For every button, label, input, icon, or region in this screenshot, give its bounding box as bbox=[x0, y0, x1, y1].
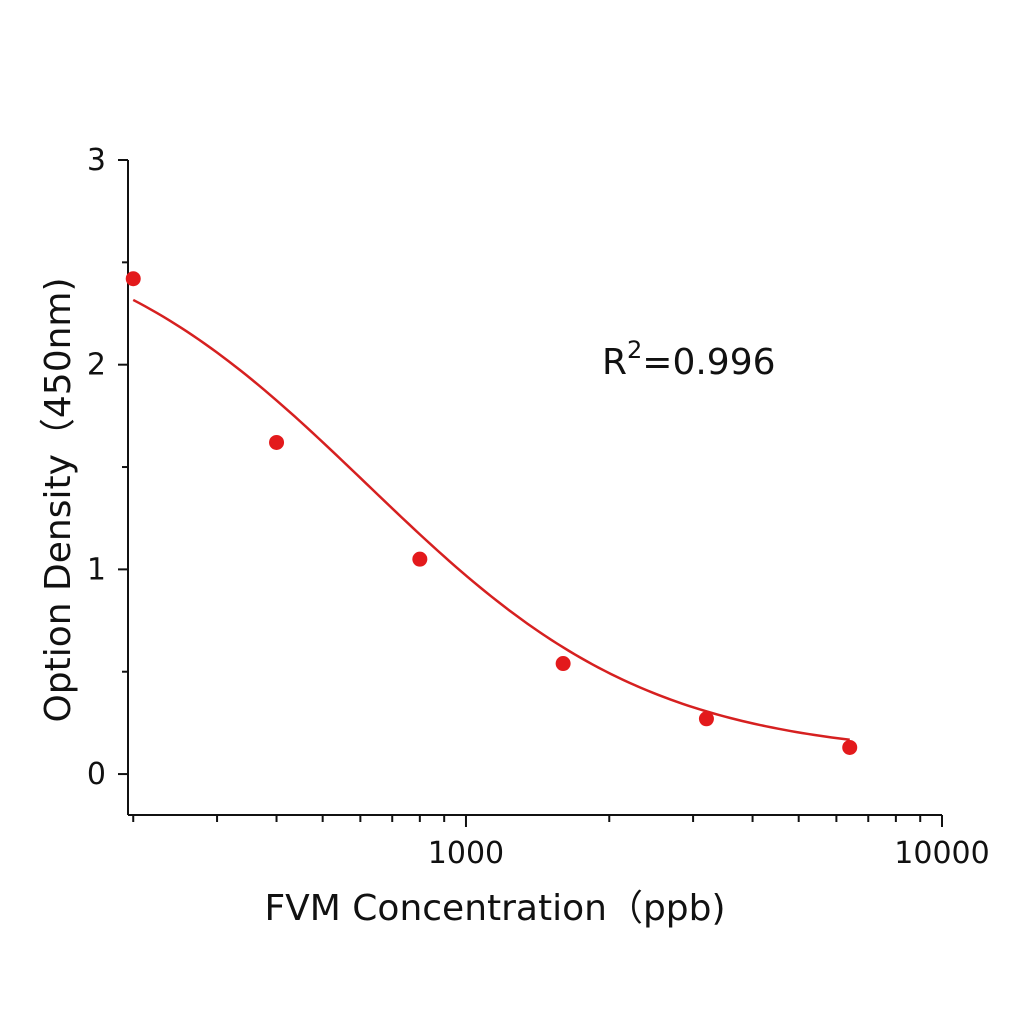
y-tick-label-3: 3 bbox=[87, 143, 106, 178]
y-tick-label-0: 0 bbox=[87, 757, 106, 792]
data-point-0-5 bbox=[842, 739, 858, 755]
x-tick-label-1000: 1000 bbox=[428, 836, 504, 871]
y-tick-label-2: 2 bbox=[87, 348, 106, 383]
y-tick-label-1: 1 bbox=[87, 552, 106, 587]
x-tick-label-10000: 10000 bbox=[894, 836, 989, 871]
r-squared-sup: 2 bbox=[627, 336, 642, 364]
r-squared-annotation: R2=0.996 bbox=[602, 336, 776, 383]
data-point-0-3 bbox=[555, 656, 571, 672]
data-points bbox=[125, 271, 858, 755]
data-point-0-2 bbox=[412, 551, 428, 567]
data-point-0-4 bbox=[698, 711, 714, 727]
data-point-0-0 bbox=[125, 271, 141, 287]
axes: 0 1 2 3 1000 10000 bbox=[87, 143, 990, 871]
r-squared-value: =0.996 bbox=[642, 342, 775, 383]
fit-curve bbox=[132, 298, 850, 742]
r-squared-base: R bbox=[602, 342, 627, 383]
data-point-0-1 bbox=[269, 434, 285, 450]
y-axis-title: Option Density（450nm) bbox=[38, 277, 79, 722]
fit-curve-group bbox=[132, 298, 850, 742]
x-axis-title: FVM Concentration（ppb) bbox=[264, 888, 725, 929]
